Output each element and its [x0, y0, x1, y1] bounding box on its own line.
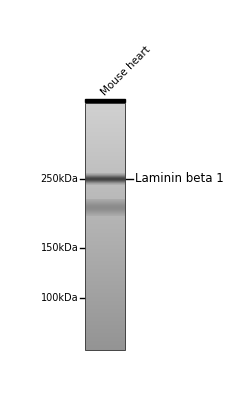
Text: 250kDa: 250kDa: [41, 174, 78, 184]
Text: Mouse heart: Mouse heart: [100, 44, 153, 97]
Bar: [85, 99, 125, 102]
Text: 150kDa: 150kDa: [41, 242, 78, 252]
Text: 100kDa: 100kDa: [41, 293, 78, 303]
Text: Laminin beta 1: Laminin beta 1: [135, 172, 224, 185]
Bar: [85, 104, 125, 350]
